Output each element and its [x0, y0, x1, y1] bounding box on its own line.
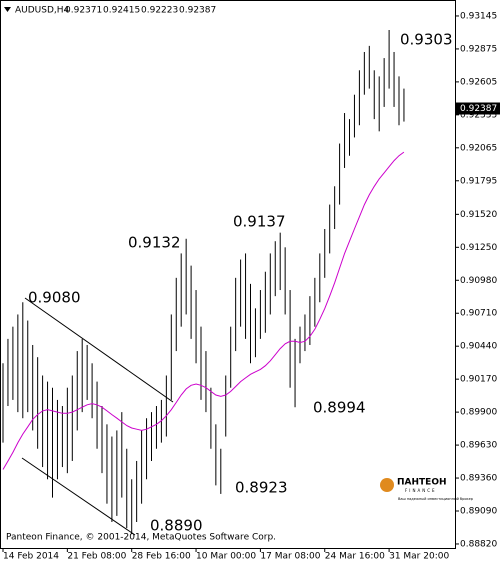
- current-price-label: 0.92387: [460, 104, 497, 114]
- y-tick-label: 0.91795: [460, 176, 497, 186]
- y-tick-label: 0.91250: [460, 243, 497, 253]
- y-tick-label: 0.89090: [460, 507, 497, 517]
- y-tick-label: 0.90980: [460, 276, 497, 286]
- channel-line: [21, 457, 136, 536]
- y-tick-label: 0.89360: [460, 474, 497, 484]
- y-tick-label: 0.90440: [460, 342, 497, 352]
- x-tick-label: 21 Feb 08:00: [67, 552, 126, 562]
- last-high: 0.92415: [103, 6, 140, 16]
- y-tick-label: 0.88820: [460, 539, 497, 549]
- price-annotation: 0.9132: [128, 234, 181, 252]
- price-annotation: 0.8994: [313, 399, 366, 417]
- price-annotation: 0.9137: [233, 213, 286, 231]
- footer: Panteon Finance, © 2001-2014, MetaQuotes…: [6, 533, 276, 543]
- price-annotation: 0.8923: [235, 479, 288, 497]
- price-annotation: 0.9080: [28, 289, 81, 307]
- y-tick-label: 0.93145: [460, 11, 497, 21]
- logo-tagline: Ваш надежный инвестиционный брокер: [398, 497, 474, 501]
- x-tick-label: 17 Mar 08:00: [260, 552, 320, 562]
- symbol: AUDUSD,H4: [15, 6, 70, 16]
- current-price-box: [456, 102, 500, 115]
- y-tick-label: 0.91520: [460, 210, 497, 220]
- menu-arrow: [4, 7, 11, 12]
- x-tick-label: 28 Feb 16:00: [132, 552, 191, 562]
- price-annotation: 0.9303: [400, 31, 453, 49]
- plot-frame: [0, 0, 456, 549]
- y-tick-label: 0.92875: [460, 44, 497, 54]
- x-tick-label: 24 Mar 16:00: [325, 552, 385, 562]
- y-tick-label: 0.89900: [460, 408, 497, 418]
- x-tick-label: 14 Feb 2014: [3, 552, 59, 562]
- channel-line: [24, 297, 174, 403]
- logo-name: ПАНТЕОН: [397, 478, 447, 488]
- last-close: 0.92387: [179, 6, 216, 16]
- moving-average: [2, 151, 405, 470]
- y-tick-label: 0.92065: [460, 143, 497, 153]
- y-tick-label: 0.89630: [460, 441, 497, 451]
- y-tick-label: 0.90710: [460, 309, 497, 319]
- y-tick-label: 0.92335: [460, 110, 497, 120]
- price-annotation: 0.8890: [150, 517, 203, 535]
- logo-icon: [380, 478, 394, 492]
- y-tick-label: 0.90170: [460, 375, 497, 385]
- y-tick-label: 0.92605: [460, 77, 497, 87]
- logo-sub: FINANCE: [405, 488, 437, 493]
- x-tick-label: 31 Mar 20:00: [389, 552, 449, 562]
- last-open: 0.92371: [65, 6, 102, 16]
- x-tick-label: 10 Mar 00:00: [196, 552, 256, 562]
- last-low: 0.92223: [141, 6, 178, 16]
